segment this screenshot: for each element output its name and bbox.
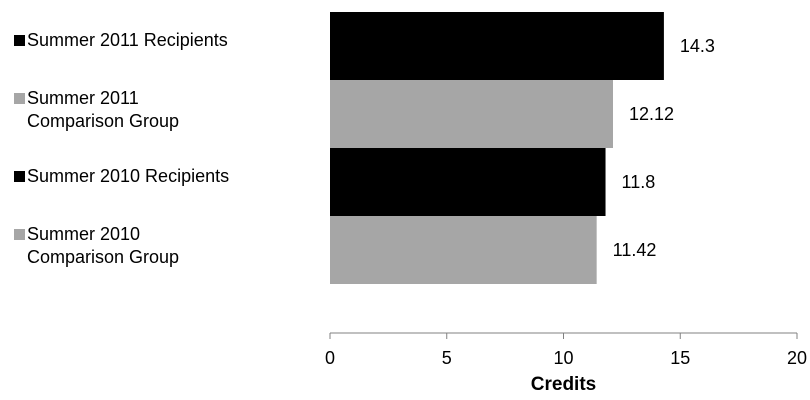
legend-label: Summer 2010 Comparison Group xyxy=(27,224,179,267)
bar xyxy=(330,80,614,148)
legend-swatch xyxy=(14,229,25,240)
x-tick-label: 5 xyxy=(442,348,452,368)
x-tick-label: 15 xyxy=(670,348,690,368)
legend: Summer 2011 Recipients Summer 2011 Compari… xyxy=(14,30,229,267)
x-tick-label: 20 xyxy=(787,348,807,368)
value-label: 11.8 xyxy=(622,172,656,192)
bar xyxy=(330,12,664,80)
x-tick-label: 0 xyxy=(325,348,335,368)
legend-swatch xyxy=(14,35,25,46)
x-axis-ticks: 0 5 10 15 20 xyxy=(325,333,807,368)
x-axis-title: Credits xyxy=(531,374,596,395)
bar xyxy=(330,148,606,216)
value-label: 14.3 xyxy=(680,36,715,56)
legend-label: Summer 2010 Recipients xyxy=(27,166,229,186)
value-label: 11.42 xyxy=(613,240,657,260)
x-axis: 0 5 10 15 20 xyxy=(325,332,807,368)
x-tick-label: 10 xyxy=(553,348,573,368)
bars xyxy=(330,12,664,284)
legend-label: Summer 2011 Comparison Group xyxy=(27,88,179,131)
legend-swatch xyxy=(14,93,25,104)
legend-label: Summer 2011 Recipients xyxy=(27,30,228,50)
value-labels: 14.3 12.12 11.8 11.42 xyxy=(613,36,715,260)
value-label: 12.12 xyxy=(629,104,674,124)
bar xyxy=(330,216,597,284)
legend-swatch xyxy=(14,171,25,182)
